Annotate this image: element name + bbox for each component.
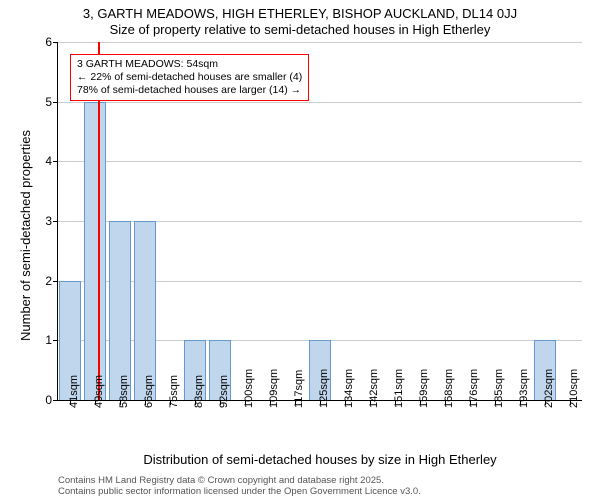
bar: [109, 221, 131, 400]
title-line1: 3, GARTH MEADOWS, HIGH ETHERLEY, BISHOP …: [0, 6, 600, 21]
ytick-label: 3: [34, 214, 52, 228]
gridline: [58, 102, 582, 103]
gridline: [58, 42, 582, 43]
y-axis-line: [57, 42, 58, 400]
callout-line2: ← 22% of semi-detached houses are smalle…: [77, 71, 302, 84]
ytick-label: 6: [34, 35, 52, 49]
title-line2: Size of property relative to semi-detach…: [0, 22, 600, 37]
bar: [84, 102, 106, 400]
gridline: [58, 161, 582, 162]
footer-attribution: Contains HM Land Registry data © Crown c…: [58, 475, 421, 498]
footer-line2: Contains public sector information licen…: [58, 486, 421, 497]
reference-callout: 3 GARTH MEADOWS: 54sqm ← 22% of semi-det…: [70, 54, 309, 101]
y-axis-label: Number of semi-detached properties: [18, 321, 33, 341]
callout-line1: 3 GARTH MEADOWS: 54sqm: [77, 58, 302, 71]
ytick-label: 1: [34, 333, 52, 347]
ytick-label: 0: [34, 393, 52, 407]
ytick-label: 2: [34, 274, 52, 288]
ytick-label: 5: [34, 95, 52, 109]
ytick-label: 4: [34, 154, 52, 168]
bar: [134, 221, 156, 400]
footer-line1: Contains HM Land Registry data © Crown c…: [58, 475, 421, 486]
chart-title: 3, GARTH MEADOWS, HIGH ETHERLEY, BISHOP …: [0, 6, 600, 37]
callout-line3: 78% of semi-detached houses are larger (…: [77, 84, 302, 97]
x-axis-label: Distribution of semi-detached houses by …: [58, 452, 582, 467]
property-size-chart: 3, GARTH MEADOWS, HIGH ETHERLEY, BISHOP …: [0, 0, 600, 500]
